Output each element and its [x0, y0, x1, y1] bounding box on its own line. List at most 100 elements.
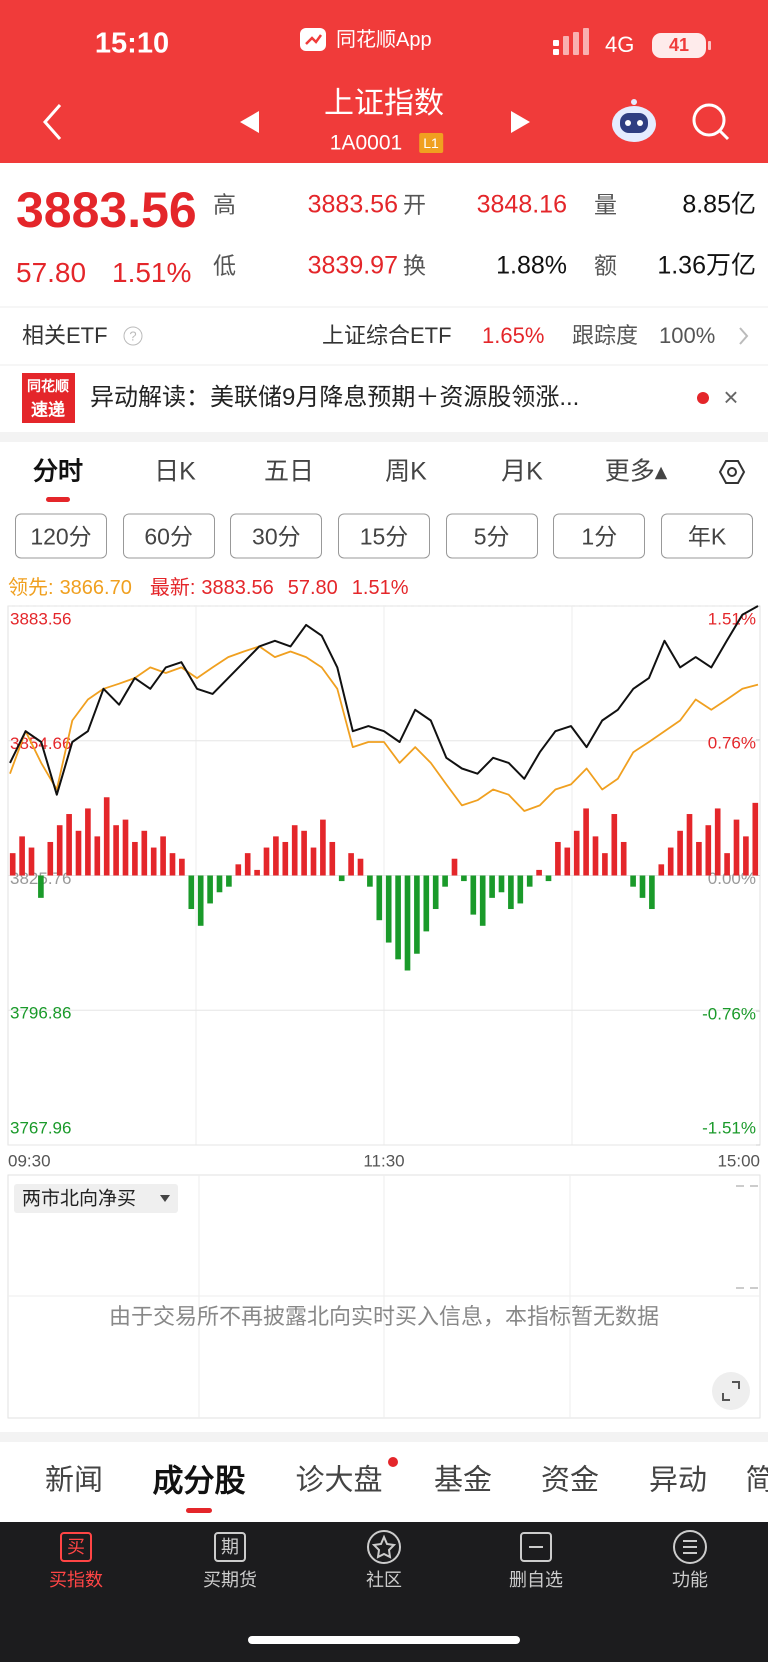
y2-tick-label: 1.51% — [708, 609, 756, 628]
no-data-message: 由于交易所不再披露北向实时买入信息，本指标暂无数据 — [108, 1304, 660, 1329]
badge-dot — [388, 1457, 398, 1467]
news-headline[interactable]: 异动解读：美联储9月降息预期＋资源股领涨... — [90, 384, 580, 411]
help-mark: ? — [129, 328, 137, 344]
indicator-selector[interactable] — [14, 1184, 178, 1213]
nav-icon — [60, 1532, 92, 1562]
period-button[interactable]: 30分 — [230, 513, 323, 559]
nav-item[interactable]: 买期货 — [203, 1570, 257, 1590]
period-button[interactable]: 1分 — [553, 513, 646, 559]
volume-bar — [414, 875, 420, 954]
legend-item: 57.80 — [287, 577, 338, 599]
content-tab[interactable]: 简 — [745, 1464, 768, 1497]
chart-tab[interactable]: 月K — [501, 457, 543, 486]
chart-tab[interactable]: 周K — [385, 457, 427, 486]
logo-bottom: 速递 — [31, 400, 65, 420]
nav-item[interactable]: 删自选 — [509, 1570, 563, 1590]
legend-item: 领先: — [8, 577, 54, 599]
price-line — [9, 605, 759, 796]
assistant-icon[interactable] — [612, 99, 656, 142]
nav-icon — [214, 1532, 246, 1562]
content-tab[interactable]: 基金 — [433, 1464, 493, 1497]
volume-bar — [197, 875, 204, 926]
level-badge: L1 — [419, 133, 443, 153]
volume-bar — [113, 825, 119, 876]
volume-bar — [658, 864, 665, 876]
next-button[interactable] — [511, 111, 530, 133]
volume-bar — [329, 841, 336, 876]
volume-bar — [583, 808, 589, 876]
volume-bar — [235, 864, 242, 876]
volume-bar — [169, 853, 176, 876]
tracking-value: 100% — [659, 323, 716, 348]
active-tab-underline — [186, 1508, 212, 1513]
nav-icon-text: 期 — [221, 1537, 239, 1557]
y2-tick-label: -1.51% — [702, 1118, 756, 1137]
y-tick-label: 3796.86 — [10, 1004, 71, 1023]
content-tab[interactable]: 成分股 — [152, 1463, 246, 1499]
volume-bar — [404, 875, 411, 971]
volume-bar — [573, 830, 580, 876]
content-tab[interactable]: 诊大盘 — [295, 1464, 383, 1497]
period-button[interactable]: 5分 — [445, 513, 538, 559]
volume-bar — [179, 858, 185, 876]
active-tab-underline — [46, 497, 70, 502]
volume-bar — [376, 875, 383, 921]
prev-button[interactable] — [240, 111, 259, 133]
volume-bar — [122, 819, 129, 876]
period-button[interactable]: 15分 — [338, 513, 430, 559]
x-tick-label: 11:30 — [363, 1151, 404, 1170]
stat-value: 1.36万亿 — [657, 251, 756, 280]
chart-tab[interactable]: 五日 — [263, 457, 315, 486]
volume-bar — [743, 836, 749, 876]
change-percent: 1.51% — [112, 257, 192, 288]
content-tab[interactable]: 新闻 — [44, 1464, 104, 1497]
legend-item: 1.51% — [351, 577, 409, 599]
stat-value: 3883.56 — [307, 190, 398, 219]
volume-bar — [348, 853, 354, 876]
volume-bar — [451, 858, 458, 876]
volume-bar — [630, 875, 636, 887]
y-tick-label: 3883.56 — [10, 609, 71, 628]
volume-bar — [385, 875, 392, 943]
volume-bar — [602, 853, 608, 876]
search-button[interactable] — [692, 103, 730, 141]
period-button[interactable]: 60分 — [122, 513, 215, 559]
expand-button[interactable] — [712, 1372, 750, 1410]
volume-bar — [545, 875, 552, 882]
nav-icon — [673, 1530, 707, 1564]
volume-bar — [536, 869, 542, 876]
volume-bar — [132, 841, 138, 876]
battery-level: 41 — [668, 35, 690, 55]
chart-tab[interactable]: 更多▴ — [604, 457, 668, 486]
help-icon[interactable] — [123, 326, 143, 346]
period-button[interactable]: 120分 — [15, 513, 107, 559]
content-tab[interactable]: 异动 — [648, 1464, 708, 1497]
chart-tab[interactable]: 日K — [154, 457, 196, 486]
volume-bar — [291, 825, 298, 876]
settings-button[interactable] — [718, 460, 746, 484]
etf-label: 相关ETF — [22, 323, 108, 348]
volume-bar — [470, 875, 477, 915]
app-name: 同花顺App — [336, 29, 432, 51]
nav-item[interactable]: 买指数 — [49, 1570, 103, 1590]
content-tab[interactable]: 资金 — [540, 1464, 600, 1497]
close-button[interactable]: × — [723, 382, 739, 412]
volume-bar — [85, 808, 91, 876]
volume-bar — [432, 875, 439, 910]
volume-bar — [508, 875, 514, 910]
nav-item[interactable]: 社区 — [366, 1570, 402, 1590]
nav-item[interactable]: 功能 — [672, 1570, 708, 1590]
volume-bar — [489, 875, 495, 898]
back-button[interactable] — [42, 104, 62, 140]
volume-bar — [677, 830, 683, 876]
nav-icon — [367, 1530, 401, 1564]
stat-label: 量 — [594, 191, 617, 218]
volume-bar — [620, 841, 627, 876]
volume-bar — [94, 836, 101, 876]
chart-tab[interactable]: 分时 — [32, 457, 84, 486]
stat-label: 低 — [213, 252, 236, 279]
indicator-name[interactable]: 两市北向净买 — [22, 1188, 137, 1210]
period-button[interactable]: 年K — [661, 513, 753, 559]
